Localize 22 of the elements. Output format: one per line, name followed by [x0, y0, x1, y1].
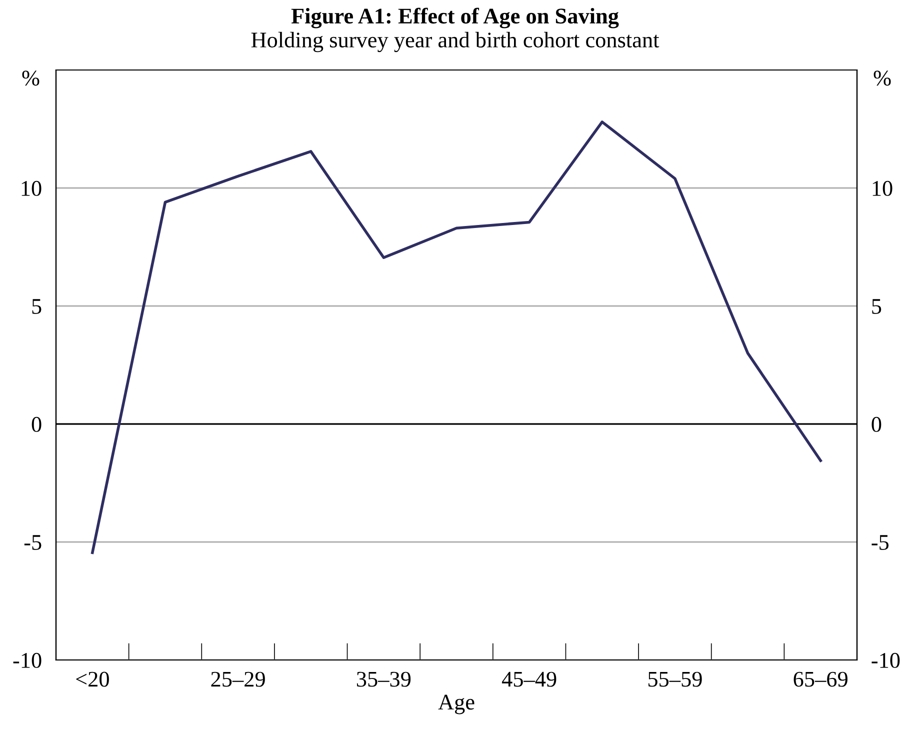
x-tick-label: 35–39	[356, 672, 411, 687]
y-tick-label: -10	[13, 652, 42, 668]
y2-tick-label: 0	[872, 416, 882, 432]
x-tick-label: 55–59	[648, 672, 702, 687]
y2-tick-label: 10	[872, 180, 892, 196]
y-tick-label: 0	[32, 416, 42, 432]
y2-tick-label: -10	[872, 652, 900, 668]
y-tick-label: 10	[22, 180, 42, 196]
y2-axis-title: %	[874, 70, 891, 86]
chart-title: Figure A1: Effect of Age on Saving	[291, 8, 619, 28]
x-tick-label: 65–69	[794, 672, 848, 687]
x-tick-label: 25–29	[211, 672, 265, 687]
y2-tick-label: 5	[872, 299, 882, 314]
x-axis-title: Age	[438, 694, 474, 714]
chart-subtitle: Holding survey year and birth cohort constant	[251, 32, 660, 52]
y-tick-label: 5	[32, 299, 42, 314]
line-series	[91, 120, 822, 554]
y2-tick-label: -5	[872, 535, 889, 550]
x-tick-label: <20	[76, 672, 109, 687]
y-tick-label: -5	[24, 535, 42, 550]
x-tick-label: 45–49	[502, 672, 556, 687]
y-axis-title: %	[22, 70, 40, 86]
